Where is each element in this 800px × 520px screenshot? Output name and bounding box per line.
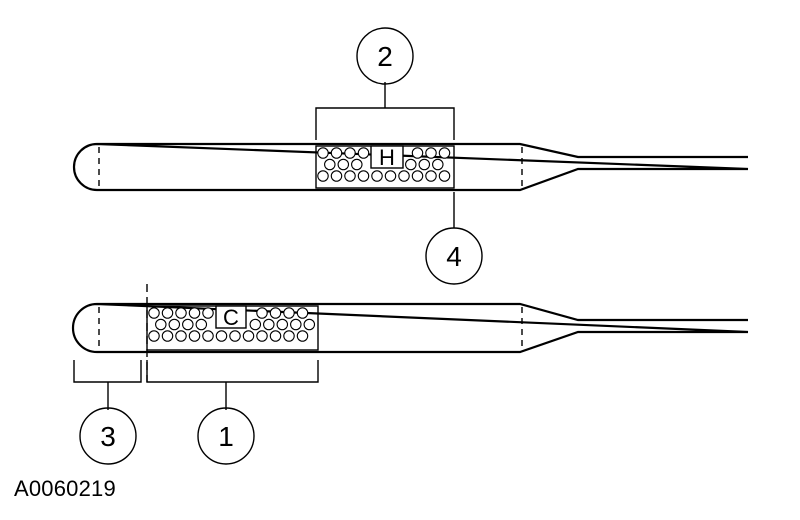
pattern-dot — [438, 147, 451, 159]
pattern-dot — [276, 318, 289, 331]
callout-3-number: 3 — [100, 421, 116, 452]
callout-1-circle — [197, 407, 255, 465]
pattern-dot — [182, 318, 194, 331]
callout-1-bracket — [146, 360, 319, 410]
pattern-dot — [229, 330, 241, 342]
pattern-dot — [296, 330, 309, 342]
callout-4: 4 — [425, 227, 483, 285]
pattern-dot — [425, 147, 437, 159]
probe-top: H — [72, 142, 749, 192]
callout-3: 3 — [79, 407, 137, 465]
pattern-dot — [290, 318, 302, 331]
probe-bottom-body — [71, 302, 749, 354]
pattern-dot — [256, 330, 268, 342]
pattern-dot — [357, 147, 370, 159]
pattern-dot — [148, 330, 160, 342]
probe-top-heating-dots — [317, 147, 451, 182]
pattern-dot — [432, 158, 444, 171]
pattern-dot — [161, 330, 174, 342]
probe-top-body — [72, 142, 749, 192]
pattern-dot — [425, 170, 437, 182]
pattern-dot — [398, 170, 410, 182]
pattern-dot — [215, 330, 228, 342]
pattern-dot — [405, 158, 417, 171]
pattern-dot — [418, 158, 431, 171]
pattern-dot — [155, 318, 167, 331]
callout-4-number: 4 — [446, 241, 462, 272]
callout-1: 1 — [197, 407, 255, 465]
callout-3-bracket — [73, 360, 142, 410]
callout-4-circle — [425, 227, 483, 285]
pattern-dot — [195, 318, 208, 331]
pattern-dot — [438, 170, 451, 182]
callout-1-number: 1 — [218, 421, 234, 452]
pattern-dot — [168, 318, 181, 331]
probe-top-zone-label-box — [370, 145, 404, 169]
pattern-dot — [283, 330, 295, 342]
pattern-dot — [324, 158, 336, 171]
callout-3-circle — [79, 407, 137, 465]
pattern-dot — [161, 307, 174, 319]
probe-bottom: C — [71, 284, 749, 382]
pattern-dot — [202, 330, 214, 342]
pattern-dot — [411, 147, 424, 159]
probe-top-zone-label: H — [379, 145, 395, 170]
pattern-dot — [175, 330, 187, 342]
callout-2-number: 2 — [377, 41, 393, 72]
pattern-dot — [269, 307, 282, 319]
pattern-dot — [337, 158, 350, 171]
figure-id: A0060219 — [14, 476, 116, 501]
pattern-dot — [344, 147, 356, 159]
pattern-dot — [256, 307, 268, 319]
pattern-dot — [317, 170, 329, 182]
pattern-dot — [357, 170, 370, 182]
pattern-dot — [351, 158, 363, 171]
pattern-dot — [188, 330, 201, 342]
probe-bottom-zone-label: C — [223, 305, 239, 330]
pattern-dot — [330, 147, 343, 159]
pattern-dot — [303, 318, 316, 331]
pattern-dot — [242, 330, 255, 342]
pattern-dot — [188, 307, 201, 319]
pattern-dot — [330, 170, 343, 182]
pattern-dot — [317, 147, 329, 159]
probe-bottom-zone-label-box — [215, 305, 247, 329]
pattern-dot — [411, 170, 424, 182]
pattern-dot — [344, 170, 356, 182]
pattern-dot — [283, 307, 295, 319]
pattern-dot — [202, 307, 214, 319]
callout-2: 2 — [356, 27, 414, 85]
probe-bottom-control-dots — [148, 307, 316, 342]
callout-2-bracket — [315, 82, 455, 140]
pattern-dot — [296, 307, 309, 319]
pattern-dot — [175, 307, 187, 319]
pattern-dot — [371, 170, 383, 182]
pattern-dot — [249, 318, 262, 331]
pattern-dot — [269, 330, 282, 342]
callout-2-circle — [356, 27, 414, 85]
pattern-dot — [384, 170, 397, 182]
pattern-dot — [148, 307, 160, 319]
pattern-dot — [263, 318, 275, 331]
